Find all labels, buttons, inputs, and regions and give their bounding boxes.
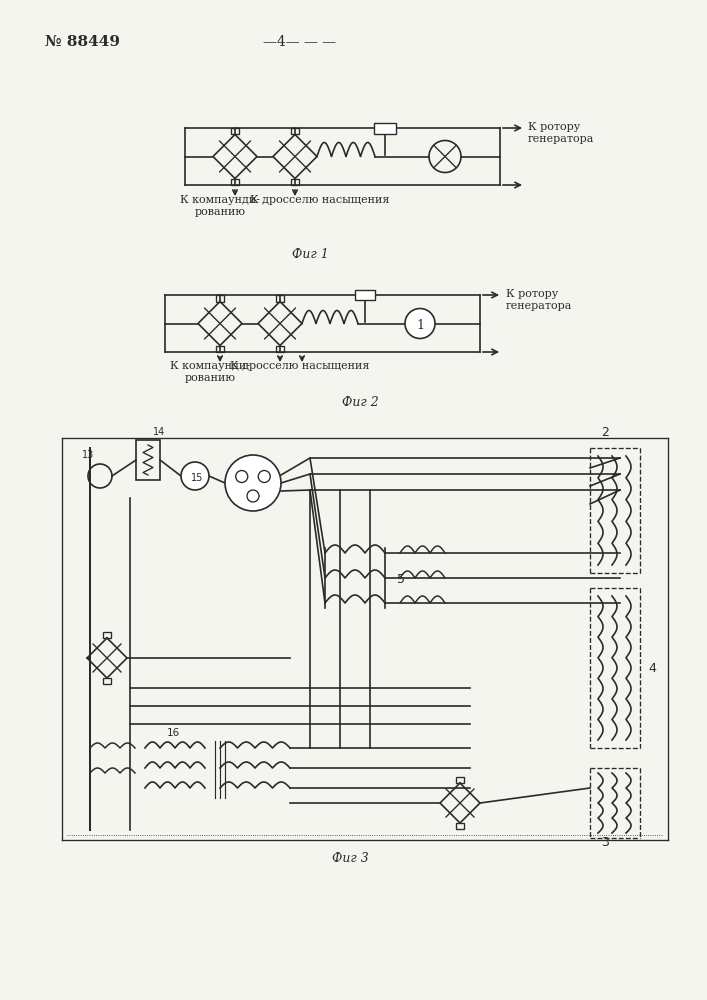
Text: К дросселю насыщения: К дросселю насыщения <box>250 195 390 205</box>
Text: К ротору: К ротору <box>506 289 559 299</box>
Bar <box>276 346 284 352</box>
Bar <box>291 178 299 185</box>
Bar <box>374 122 396 133</box>
Bar <box>291 128 299 134</box>
Text: 4: 4 <box>648 662 656 674</box>
Bar <box>136 440 160 480</box>
Bar <box>230 128 240 134</box>
Text: 2: 2 <box>601 426 609 439</box>
Text: генератора: генератора <box>506 301 573 311</box>
Bar <box>456 823 464 829</box>
Bar <box>103 632 111 638</box>
Circle shape <box>181 462 209 490</box>
Text: Фиг 3: Фиг 3 <box>332 852 368 865</box>
Text: К компаунди-: К компаунди- <box>180 195 260 205</box>
Circle shape <box>225 455 281 511</box>
Text: К компаунди-: К компаунди- <box>170 361 250 371</box>
Bar <box>355 290 375 300</box>
Bar <box>456 777 464 783</box>
Text: рованию: рованию <box>194 207 245 217</box>
Text: генератора: генератора <box>528 134 595 144</box>
Circle shape <box>405 308 435 338</box>
Text: Фиг 1: Фиг 1 <box>291 248 328 261</box>
Bar <box>216 346 224 352</box>
Text: 15: 15 <box>191 473 203 483</box>
Bar <box>216 295 224 302</box>
Text: № 88449: № 88449 <box>45 35 120 49</box>
Text: 13: 13 <box>82 450 94 460</box>
Text: К дросселю насыщения: К дросселю насыщения <box>230 361 370 371</box>
Text: рованию: рованию <box>185 373 235 383</box>
Text: 5: 5 <box>397 573 405 586</box>
Text: 14: 14 <box>153 427 165 437</box>
Bar <box>230 178 240 185</box>
Text: —4— — —: —4— — — <box>264 35 337 49</box>
Bar <box>276 295 284 302</box>
Text: 1: 1 <box>416 319 424 332</box>
Text: Фиг 2: Фиг 2 <box>341 396 378 409</box>
Bar <box>103 678 111 684</box>
Text: К ротору: К ротору <box>528 122 580 132</box>
Text: 3: 3 <box>601 836 609 849</box>
Text: 16: 16 <box>166 728 180 738</box>
